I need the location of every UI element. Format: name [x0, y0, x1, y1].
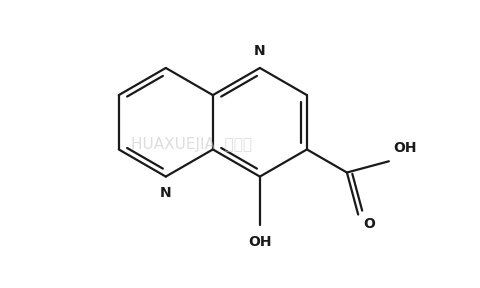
Text: O: O [363, 217, 375, 231]
Text: HUAXUEJIA  化学加: HUAXUEJIA 化学加 [131, 137, 252, 151]
Text: N: N [160, 186, 172, 200]
Text: OH: OH [393, 141, 417, 155]
Text: N: N [254, 44, 266, 58]
Text: OH: OH [248, 235, 272, 249]
